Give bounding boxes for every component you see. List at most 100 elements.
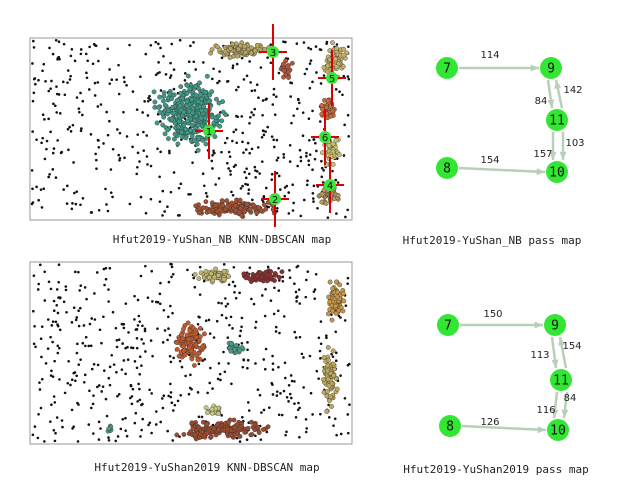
point: [216, 377, 220, 381]
point: [276, 207, 279, 210]
point: [248, 266, 252, 270]
point: [335, 43, 339, 46]
point: [312, 184, 316, 188]
point: [38, 381, 41, 384]
point: [271, 354, 274, 358]
point: [89, 406, 93, 410]
point: [55, 85, 58, 88]
point: [68, 125, 71, 129]
point: [53, 401, 57, 404]
point: [346, 364, 350, 367]
point: [190, 387, 193, 391]
point: [83, 286, 87, 289]
cluster-point: [245, 425, 251, 431]
point: [220, 313, 224, 317]
point: [48, 46, 51, 50]
point: [333, 417, 337, 421]
point: [31, 130, 34, 133]
point: [208, 332, 212, 335]
point: [339, 432, 343, 436]
point: [225, 136, 229, 140]
point: [313, 297, 317, 300]
point: [318, 120, 322, 123]
cluster-point: [261, 202, 267, 208]
edge-label: 126: [480, 417, 499, 428]
point: [169, 304, 172, 308]
point: [307, 159, 310, 163]
point: [60, 419, 64, 422]
point: [145, 155, 149, 158]
point: [299, 214, 303, 218]
cluster-point: [334, 294, 340, 300]
point: [51, 340, 54, 344]
point: [315, 71, 318, 74]
point: [211, 423, 215, 427]
point: [129, 384, 133, 388]
point: [70, 47, 74, 51]
cluster-point: [260, 427, 266, 432]
cluster-point: [228, 46, 233, 51]
point: [48, 172, 51, 176]
point: [342, 154, 346, 157]
point: [145, 134, 149, 137]
point: [109, 168, 113, 171]
cluster-point: [220, 202, 225, 208]
point: [118, 156, 122, 160]
point: [327, 403, 330, 407]
point: [254, 434, 257, 438]
cluster-point: [327, 279, 333, 285]
cluster-point: [330, 40, 335, 46]
point: [69, 74, 72, 78]
cluster-point: [219, 198, 225, 204]
cluster-point: [251, 203, 257, 208]
point: [293, 402, 296, 405]
point: [77, 309, 80, 312]
cluster-point: [233, 208, 239, 213]
point: [215, 319, 219, 323]
point: [74, 202, 78, 206]
point: [62, 42, 66, 46]
point: [249, 81, 252, 84]
point: [149, 197, 153, 201]
point: [274, 325, 278, 329]
cluster-point: [165, 136, 171, 142]
point: [341, 93, 344, 97]
point: [150, 392, 153, 395]
point: [288, 276, 292, 280]
cluster-point: [330, 308, 336, 314]
point: [347, 77, 351, 81]
point: [194, 68, 198, 71]
cluster-point: [193, 334, 199, 340]
point: [79, 358, 82, 361]
point: [208, 381, 212, 385]
point: [176, 214, 180, 217]
point: [92, 394, 95, 397]
point: [339, 316, 342, 319]
point: [184, 374, 187, 378]
cluster-point: [178, 90, 184, 96]
point: [273, 145, 276, 149]
cluster-point: [193, 92, 199, 98]
cluster-point: [252, 48, 258, 54]
point: [325, 42, 328, 45]
point: [169, 382, 172, 386]
cluster-point: [216, 113, 221, 119]
point: [138, 372, 142, 376]
point: [97, 208, 101, 212]
point: [297, 98, 300, 102]
point: [238, 334, 242, 338]
point: [271, 393, 275, 396]
point: [254, 362, 257, 365]
point: [319, 357, 322, 360]
point: [242, 78, 246, 81]
cluster-point: [264, 272, 270, 278]
point: [139, 435, 142, 438]
point: [58, 378, 61, 381]
point: [290, 396, 293, 400]
edge: [461, 424, 547, 432]
point: [240, 325, 243, 329]
point: [77, 270, 80, 274]
point: [168, 151, 171, 155]
cluster-point: [198, 115, 204, 121]
cluster-point: [161, 93, 167, 99]
